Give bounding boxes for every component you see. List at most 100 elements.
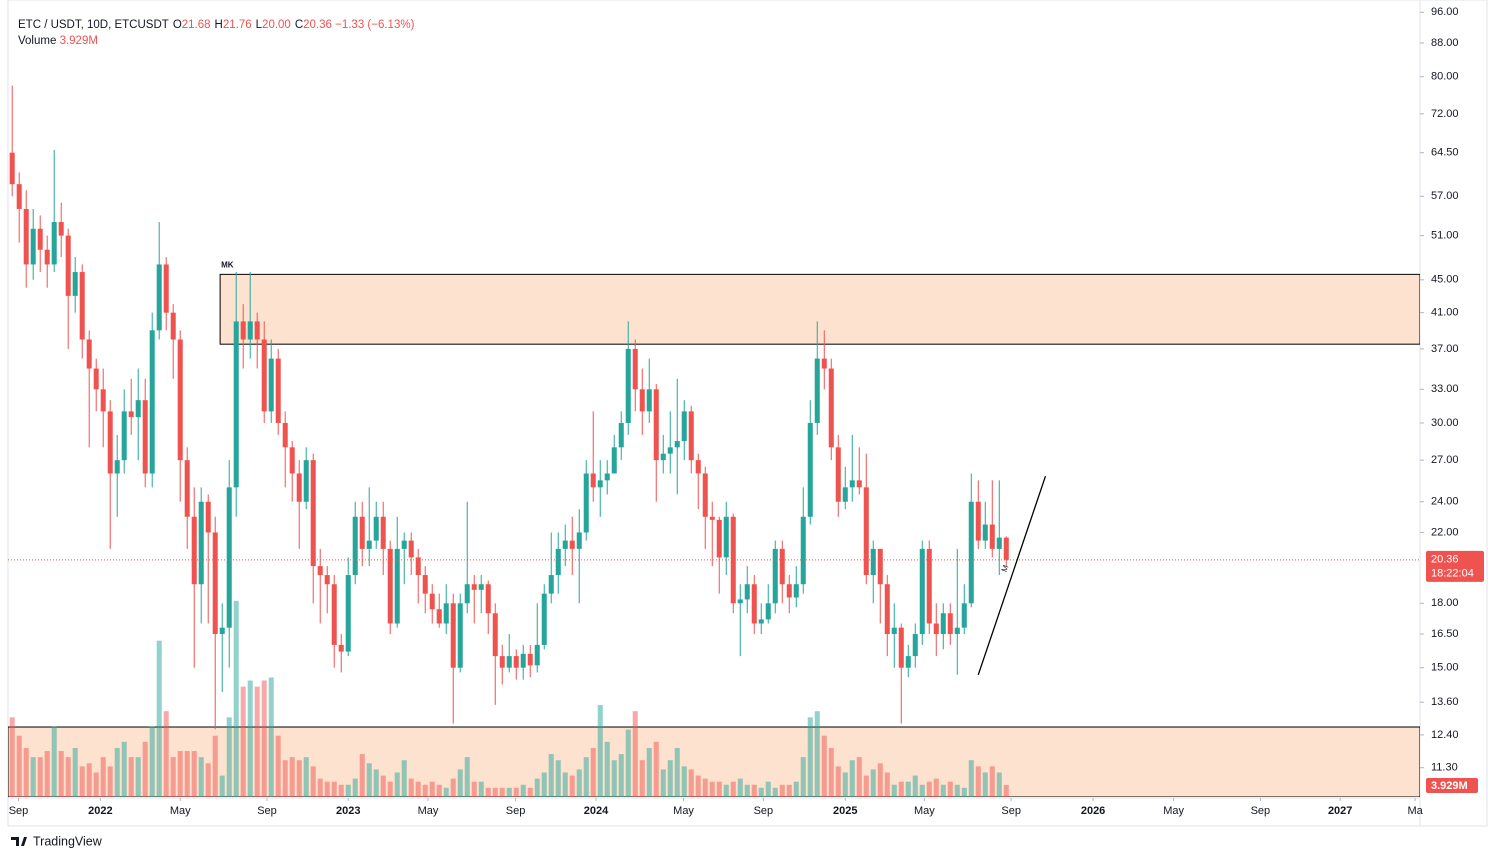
candle-body xyxy=(842,487,848,502)
candle-body xyxy=(541,593,547,645)
candle-body xyxy=(450,603,456,668)
candle xyxy=(100,368,106,448)
candle-body xyxy=(443,603,449,624)
y-tick-label: 27.00 xyxy=(1431,454,1459,466)
candle xyxy=(723,501,729,576)
candle-body xyxy=(261,339,267,412)
volume-bar xyxy=(541,772,547,797)
candle xyxy=(310,453,316,604)
candle-body xyxy=(23,208,29,265)
candle xyxy=(170,304,176,379)
candle xyxy=(51,149,57,273)
candle xyxy=(317,548,323,624)
candle-body xyxy=(135,400,141,418)
volume-bar xyxy=(653,741,659,797)
volume-bar xyxy=(499,787,505,797)
candle-body xyxy=(807,422,813,517)
volume-bar xyxy=(765,781,771,797)
volume-bar xyxy=(779,784,785,797)
candle xyxy=(793,566,799,608)
candle-body xyxy=(289,447,295,474)
volume-bar xyxy=(730,781,736,797)
candle-body xyxy=(821,358,827,369)
candle-body xyxy=(58,222,64,236)
candle xyxy=(380,501,386,576)
candle xyxy=(709,501,715,567)
candle-body xyxy=(653,389,659,461)
candle xyxy=(667,411,673,474)
symbol: ETC / USDT, 10D, ETCUSDT xyxy=(18,19,169,31)
volume-bar xyxy=(261,680,267,797)
candle-body xyxy=(961,603,967,628)
volume-bar xyxy=(583,757,589,797)
candle xyxy=(660,434,666,474)
candle xyxy=(149,312,155,488)
candle-body xyxy=(884,584,890,635)
x-tick-label: 2023 xyxy=(336,805,360,817)
y-tick-label: 64.50 xyxy=(1431,147,1459,159)
candle xyxy=(744,566,750,614)
volume-bar xyxy=(345,784,351,797)
candle xyxy=(590,411,596,502)
candle-body xyxy=(632,348,638,390)
candle-body xyxy=(919,548,925,635)
candle-body xyxy=(317,566,323,576)
candle-body xyxy=(562,540,568,549)
candle xyxy=(114,434,120,517)
candle xyxy=(359,501,365,567)
candle xyxy=(219,603,225,693)
volume-bar xyxy=(625,729,631,797)
candle-body xyxy=(744,584,750,600)
volume-bar xyxy=(667,760,673,797)
candle xyxy=(800,487,806,594)
volume-bar xyxy=(737,778,743,797)
candle-body xyxy=(954,627,960,635)
candle-body xyxy=(485,584,491,614)
y-tick-label: 13.60 xyxy=(1431,696,1459,708)
candle xyxy=(513,649,519,680)
volume-bar xyxy=(86,763,92,797)
volume-bar xyxy=(660,769,666,797)
ohlc-value: 21.68 xyxy=(181,19,211,31)
countdown: 18:22:04 xyxy=(1431,568,1474,580)
candle xyxy=(233,272,239,517)
y-tick-label: 30.00 xyxy=(1431,417,1459,429)
candle xyxy=(464,501,470,614)
candle xyxy=(86,330,92,448)
volume-bar xyxy=(464,757,470,797)
candle xyxy=(737,584,743,657)
candle-body xyxy=(226,487,232,628)
volume-bar xyxy=(107,766,113,797)
candle-body xyxy=(177,339,183,461)
candle xyxy=(184,447,190,549)
volume-bar xyxy=(548,754,554,797)
volume-bar xyxy=(814,711,820,797)
candle xyxy=(653,384,659,502)
candle xyxy=(695,453,701,510)
y-tick-label: 18.00 xyxy=(1431,597,1459,609)
x-tick-label: Sep xyxy=(1001,805,1021,817)
candle xyxy=(863,453,869,585)
volume-bar xyxy=(282,760,288,797)
candle-body xyxy=(16,184,22,209)
y-tick-label: 96.00 xyxy=(1431,6,1459,18)
volume-bar xyxy=(177,751,183,797)
candle-body xyxy=(849,480,855,488)
candle xyxy=(128,378,134,435)
candle-body xyxy=(758,619,764,624)
candle xyxy=(436,593,442,628)
candle xyxy=(639,368,645,435)
volume-badge-label: 3.929M xyxy=(1431,780,1468,792)
volume-bar xyxy=(163,711,169,797)
candle-body xyxy=(555,548,561,576)
candle-body xyxy=(142,400,148,474)
candle-body xyxy=(303,460,309,502)
candle-body xyxy=(639,389,645,412)
candle-body xyxy=(37,228,43,250)
volume-bar xyxy=(870,769,876,797)
candle xyxy=(324,566,330,614)
candle xyxy=(912,623,918,668)
candle xyxy=(191,487,197,668)
volume-bar xyxy=(184,751,190,797)
candle xyxy=(870,540,876,604)
